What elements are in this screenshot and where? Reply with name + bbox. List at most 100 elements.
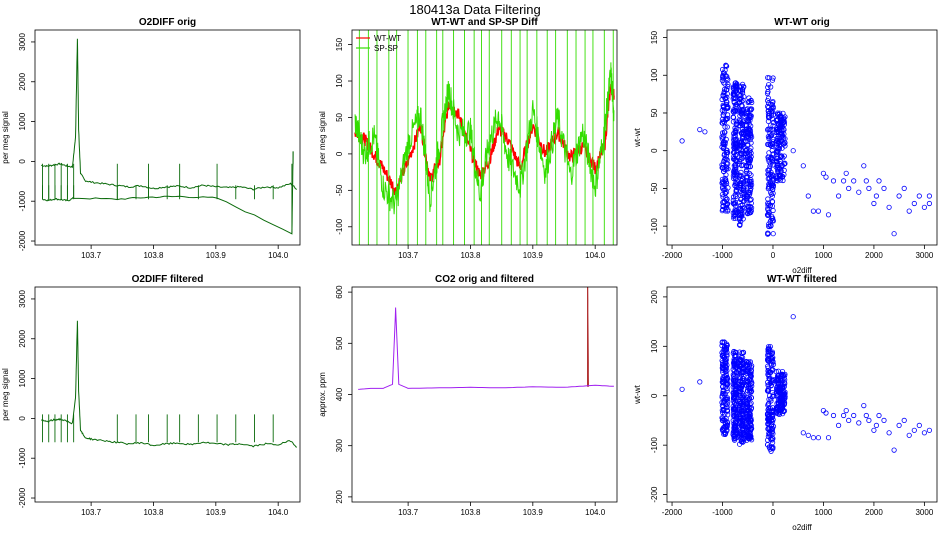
scatter-point <box>774 158 780 164</box>
scatter-point <box>805 432 811 438</box>
scatter-point <box>778 403 785 410</box>
scatter-point <box>732 375 738 381</box>
scatter-point <box>743 138 749 144</box>
x-tick-label: 2000 <box>865 508 883 517</box>
scatter-point <box>770 416 776 423</box>
scatter-point <box>731 408 737 414</box>
scatter-point <box>743 394 750 400</box>
series-line <box>354 81 615 196</box>
scatter-point <box>731 168 737 174</box>
scatter-point <box>748 177 754 183</box>
y-tick-label: -1000 <box>18 190 27 211</box>
scatter-point <box>778 169 784 175</box>
scatter-point <box>775 126 781 132</box>
scatter-point <box>770 231 776 237</box>
scatter-point <box>769 77 776 83</box>
scatter-point <box>773 410 779 416</box>
y-axis-label: wt-wt <box>633 127 642 147</box>
panel-title: WT-WT filtered <box>767 274 837 285</box>
scatter-point <box>744 130 751 136</box>
series-line <box>42 151 294 235</box>
scatter-point <box>733 80 739 86</box>
scatter-point <box>825 435 832 441</box>
scatter-point <box>697 127 703 133</box>
scatter-point <box>732 424 738 430</box>
scatter-point <box>777 177 784 183</box>
scatter-point <box>765 95 772 101</box>
scatter-point <box>748 426 754 432</box>
x-tick-label: 103.8 <box>143 508 164 517</box>
y-tick-label: 2000 <box>18 72 27 90</box>
x-tick-label: 103.8 <box>143 251 164 260</box>
scatter-point <box>766 400 772 406</box>
scatter-point <box>738 169 744 175</box>
scatter-point <box>846 185 852 191</box>
scatter-point <box>743 122 749 129</box>
plot-area <box>358 287 614 390</box>
scatter-point <box>730 431 736 438</box>
x-tick-label: 104.0 <box>585 508 606 517</box>
scatter-point <box>765 230 771 236</box>
scatter-point <box>743 382 749 388</box>
x-tick-label: 2000 <box>865 251 883 260</box>
scatter-point <box>721 110 727 116</box>
scatter-point <box>861 402 867 409</box>
scatter-point <box>722 67 728 73</box>
scatter-point <box>896 422 902 428</box>
scatter-point <box>723 180 730 187</box>
scatter-point <box>779 145 785 151</box>
x-tick-label: 0 <box>771 508 776 517</box>
scatter-point <box>851 412 857 419</box>
scatter-point <box>876 178 882 184</box>
scatter-point <box>722 208 729 214</box>
scatter-point <box>731 362 737 368</box>
y-tick-label: -100 <box>335 218 344 235</box>
scatter-point <box>730 194 737 200</box>
scatter-point <box>830 178 837 184</box>
figure-title: 180413a Data Filtering <box>409 2 541 17</box>
y-tick-label: 150 <box>335 37 344 51</box>
scatter-point <box>720 194 726 200</box>
scatter-point <box>871 427 877 433</box>
scatter-point <box>720 92 726 98</box>
x-tick-label: 103.7 <box>398 508 419 517</box>
scatter-point <box>725 115 731 122</box>
scatter-point <box>770 430 776 437</box>
scatter-point <box>769 428 776 434</box>
scatter-point <box>720 425 727 431</box>
y-tick-label: -50 <box>335 184 344 196</box>
y-tick-label: -100 <box>650 437 659 454</box>
scatter-point <box>876 412 882 419</box>
scatter-point <box>743 163 749 169</box>
scatter-point <box>747 371 754 377</box>
scatter-point <box>830 412 837 419</box>
scatter-point <box>764 98 771 104</box>
scatter-point <box>736 140 743 146</box>
scatter-point <box>769 213 775 219</box>
scatter-point <box>748 367 754 373</box>
scatter-point <box>835 193 842 199</box>
scatter-point <box>765 344 772 350</box>
plot-frame <box>34 286 301 503</box>
scatter-point <box>738 150 744 157</box>
scatter-point <box>733 189 739 195</box>
scatter-point <box>820 407 827 414</box>
y-tick-label: -1000 <box>18 447 27 468</box>
scatter-point <box>745 143 751 149</box>
scatter-point <box>781 408 787 415</box>
y-tick-label: 500 <box>335 336 344 350</box>
scatter-point <box>738 438 744 445</box>
scatter-point <box>745 203 752 210</box>
scatter-point <box>744 402 751 408</box>
y-tick-label: 0 <box>18 159 27 164</box>
scatter-point <box>725 207 731 213</box>
scatter-point <box>725 380 731 387</box>
y-tick-label: -2000 <box>18 230 27 251</box>
scatter-point <box>810 208 817 214</box>
scatter-point <box>736 158 742 164</box>
scatter-point <box>768 127 774 133</box>
scatter-point <box>774 394 781 400</box>
scatter-point <box>781 115 787 121</box>
